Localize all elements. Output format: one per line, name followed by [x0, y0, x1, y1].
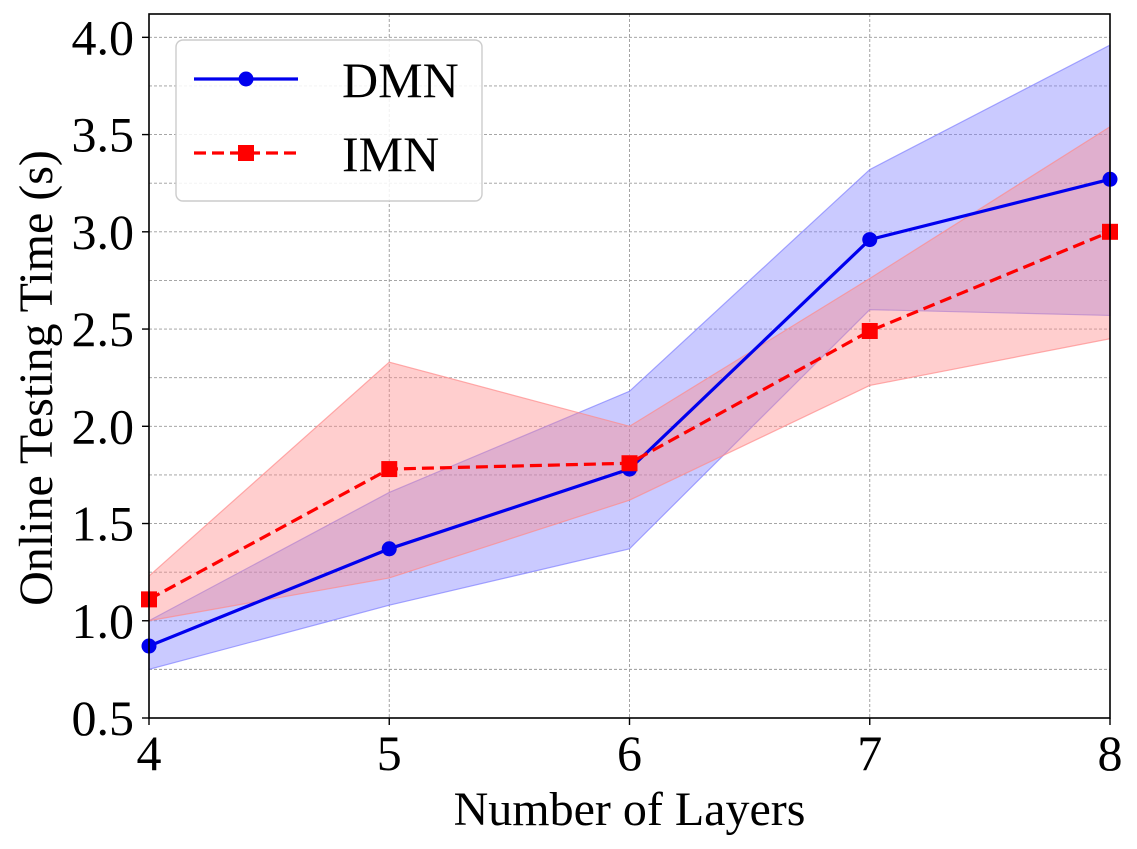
x-axis-ticks: 4 5 6 7 8 [137, 718, 1123, 781]
y-axis-ticks: 0.5 1.0 1.5 2.0 2.5 3.0 3.5 4.0 [72, 9, 149, 746]
dmn-point [862, 232, 878, 248]
y-tick-label: 2.5 [72, 301, 135, 357]
y-tick-label: 0.5 [72, 690, 135, 746]
y-axis-label: Online Testing Time (s) [10, 150, 63, 606]
dmn-legend-marker [238, 71, 254, 87]
legend: DMN IMN [175, 39, 483, 202]
imn-point [861, 322, 878, 339]
y-tick-label: 4.0 [72, 9, 135, 65]
y-tick-label: 1.0 [72, 593, 135, 649]
x-tick-label: 5 [377, 725, 402, 781]
dmn-legend-label: DMN [342, 52, 459, 108]
y-tick-label: 2.0 [72, 398, 135, 454]
imn-legend-marker [238, 145, 254, 161]
imn-point [381, 461, 398, 478]
x-tick-label: 8 [1098, 725, 1123, 781]
x-tick-label: 7 [857, 725, 882, 781]
imn-legend-label: IMN [342, 126, 439, 182]
y-tick-label: 3.5 [72, 107, 135, 163]
x-tick-label: 6 [617, 725, 642, 781]
imn-point [621, 455, 638, 472]
y-tick-label: 1.5 [72, 496, 135, 552]
dmn-point [381, 541, 397, 557]
y-tick-label: 3.0 [72, 204, 135, 260]
x-axis-label: Number of Layers [454, 783, 806, 836]
x-tick-label: 4 [137, 725, 162, 781]
